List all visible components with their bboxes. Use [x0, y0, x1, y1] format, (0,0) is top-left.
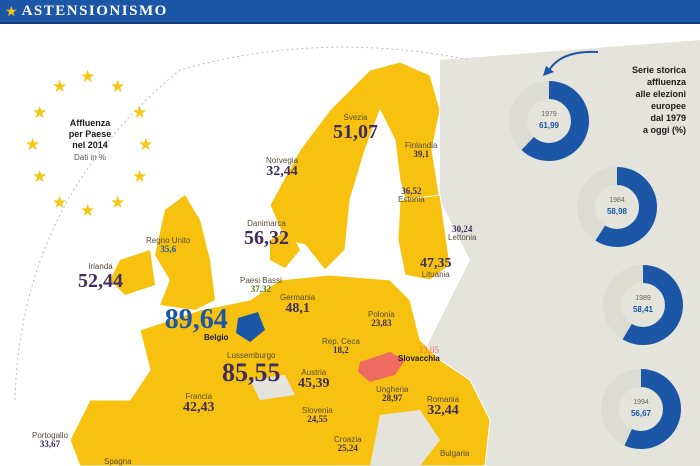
star-icon: ★: [132, 167, 148, 186]
country-irlanda: Irlanda 52,44: [78, 262, 123, 292]
map-shapes: [14, 40, 700, 466]
page-header: ★ ASTENSIONISMO: [0, 0, 700, 24]
star-icon: ★: [138, 135, 154, 154]
star-icon: ★: [5, 3, 18, 19]
country-lussemburgo: Lussemburgo 85,55: [222, 351, 281, 387]
star-icon: ★: [52, 77, 68, 96]
country-slovenia: Slovenia 24,55: [302, 406, 333, 424]
legend-title-2: per Paese: [68, 129, 112, 139]
star-icon: ★: [80, 201, 96, 220]
country-svezia: Svezia 51,07: [333, 113, 378, 143]
star-icon: ★: [25, 135, 41, 154]
country-belgio: 89,64 Belgio: [164, 304, 229, 342]
donut-chart: [601, 369, 681, 449]
donut-chart: [577, 167, 657, 247]
country-ungheria: Ungheria 28,97: [376, 385, 409, 403]
country-francia: Francia 42,43: [183, 392, 215, 415]
country-croazia: Croazia 25,24: [334, 435, 362, 453]
country-finlandia: Finlandia 39,1: [405, 141, 438, 159]
country-danimarca: Danimarca 56,32: [244, 219, 289, 249]
legend-title-3: nel 2014: [72, 140, 108, 150]
page-title: ASTENSIONISMO: [21, 2, 168, 19]
country-estonia: 36,52 Estonia: [398, 186, 425, 204]
donut-1984: 1984 58,98: [576, 166, 658, 248]
country-romania: Romania 32,44: [427, 395, 460, 418]
donut-1979: 1979 61,99: [508, 80, 590, 162]
country-rep-ceca: Rep. Ceca 18,2: [322, 337, 360, 355]
donut-1994: 1994 56,67: [600, 368, 682, 450]
country-paesi-bassi: Paesi Bassi 37,32: [240, 276, 282, 294]
country-spagna: Spagna: [104, 457, 132, 466]
country-regno-unito: Regno Unito 35,6: [146, 236, 191, 254]
country-lettonia: 30,24 Lettonia: [448, 224, 477, 242]
country-germania: Germania 48,1: [280, 293, 316, 316]
country-portogallo: Portogallo 33,67: [32, 431, 69, 449]
star-icon: ★: [52, 193, 68, 212]
europe-map: ★ ★ ★ ★ ★ ★ ★ ★ ★ ★ ★ ★ Affluenza per Pa…: [0, 24, 700, 466]
country-bulgaria: Bulgaria: [440, 449, 470, 458]
country-austria: Austria 45,39: [298, 368, 330, 391]
legend: ★ ★ ★ ★ ★ ★ ★ ★ ★ ★ ★ ★ Affluenza per Pa…: [20, 67, 160, 220]
arrow-icon: [543, 50, 599, 76]
country-norvegia: Norvegia 32,44: [266, 156, 299, 179]
star-icon: ★: [110, 77, 126, 96]
country-polonia: Polonia 23,83: [368, 310, 395, 328]
star-icon: ★: [32, 167, 48, 186]
donut-chart: [603, 265, 683, 345]
country-slovacchia: 13,05 Slovacchia: [398, 345, 440, 363]
donut-1989: 1989 58,41: [602, 264, 684, 346]
series-caption: Serie storica affluenza alle elezioni eu…: [631, 65, 686, 135]
legend-subtitle: Dati in %: [73, 153, 106, 162]
star-icon: ★: [32, 103, 48, 122]
legend-title-1: Affluenza: [69, 118, 111, 128]
donut-chart: [509, 81, 589, 161]
country-lituania: 47,35 Lituania: [420, 256, 452, 279]
star-icon: ★: [80, 67, 96, 86]
star-icon: ★: [132, 103, 148, 122]
star-icon: ★: [110, 193, 126, 212]
